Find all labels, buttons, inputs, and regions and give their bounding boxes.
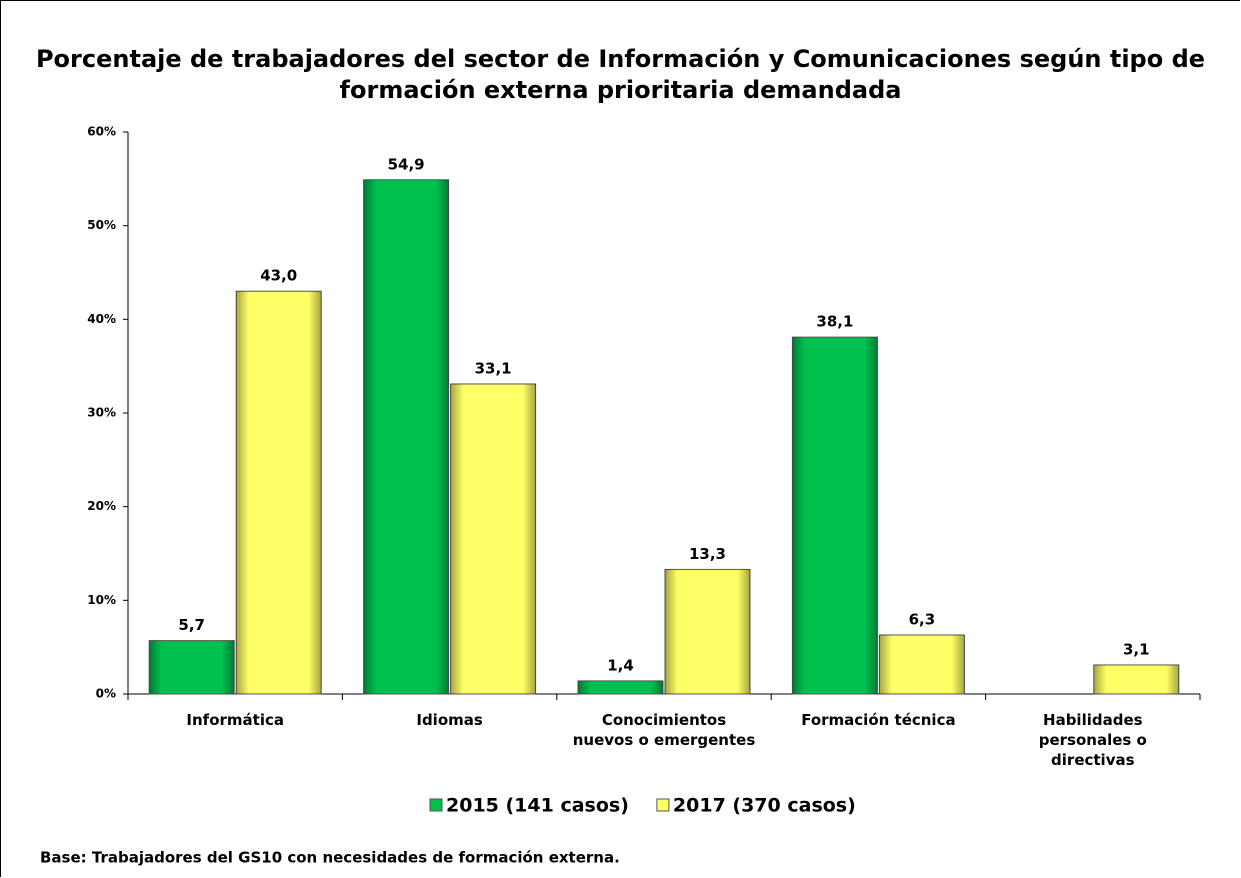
bar-shade [879, 634, 965, 694]
legend-swatch [656, 798, 670, 812]
x-tick-label: Idiomas [416, 711, 483, 729]
bar-shade [1093, 664, 1179, 694]
x-tick-label: Conocimientos nuevos o emergentes [573, 711, 756, 749]
y-tick-label: 50% [87, 218, 116, 232]
bar-shade [792, 337, 878, 694]
data-label: 1,4 [607, 656, 634, 674]
y-tick-label: 0% [96, 687, 116, 701]
y-tick-label: 40% [87, 312, 116, 326]
data-label: 6,3 [909, 610, 936, 628]
footnote: Base: Trabajadores del GS10 con necesida… [40, 849, 620, 867]
bar-shade [578, 680, 663, 694]
bar-shade [665, 569, 750, 694]
y-tick-label: 20% [87, 499, 116, 513]
bar-shade [149, 640, 235, 694]
legend-label: 2017 (370 casos) [673, 795, 856, 817]
x-tick-label: Informática [186, 711, 284, 729]
data-label: 54,9 [388, 155, 425, 173]
data-label: 5,7 [178, 616, 205, 634]
data-label: 43,0 [260, 267, 297, 285]
chart-title: Porcentaje de trabajadores del sector de… [35, 45, 1206, 104]
y-tick-label: 10% [87, 593, 116, 607]
y-tick-label: 60% [87, 125, 116, 139]
data-label: 13,3 [689, 545, 726, 563]
x-tick-label: Habilidades personales o directivas [1039, 711, 1147, 769]
legend-swatch [429, 798, 443, 812]
legend: 2015 (141 casos) 2017 (370 casos) [429, 795, 856, 817]
data-label: 33,1 [475, 359, 512, 377]
bar-shade [236, 291, 322, 694]
bar-shade [363, 179, 449, 694]
x-tick-label: Formación técnica [801, 711, 955, 729]
legend-label: 2015 (141 casos) [446, 795, 629, 817]
data-label: 3,1 [1123, 640, 1150, 658]
data-label: 38,1 [816, 313, 853, 331]
y-tick-label: 30% [87, 406, 116, 420]
bar-shade [450, 383, 536, 694]
